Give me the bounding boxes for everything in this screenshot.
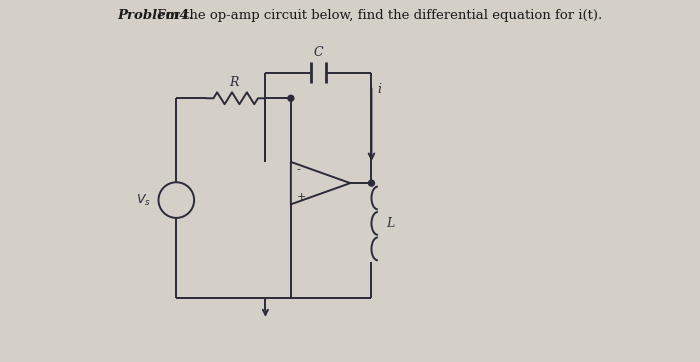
Text: L: L	[386, 217, 395, 230]
Text: C: C	[314, 46, 323, 59]
Circle shape	[288, 95, 294, 101]
Text: R: R	[229, 76, 238, 89]
Text: -: -	[296, 164, 300, 174]
Text: i: i	[378, 83, 382, 96]
Circle shape	[368, 180, 374, 186]
Text: $V_s$: $V_s$	[136, 193, 151, 208]
Text: +: +	[296, 192, 306, 202]
Text: Problem4.: Problem4.	[118, 9, 194, 22]
Text: For the op-amp circuit below, find the differential equation for i(t).: For the op-amp circuit below, find the d…	[153, 9, 602, 22]
